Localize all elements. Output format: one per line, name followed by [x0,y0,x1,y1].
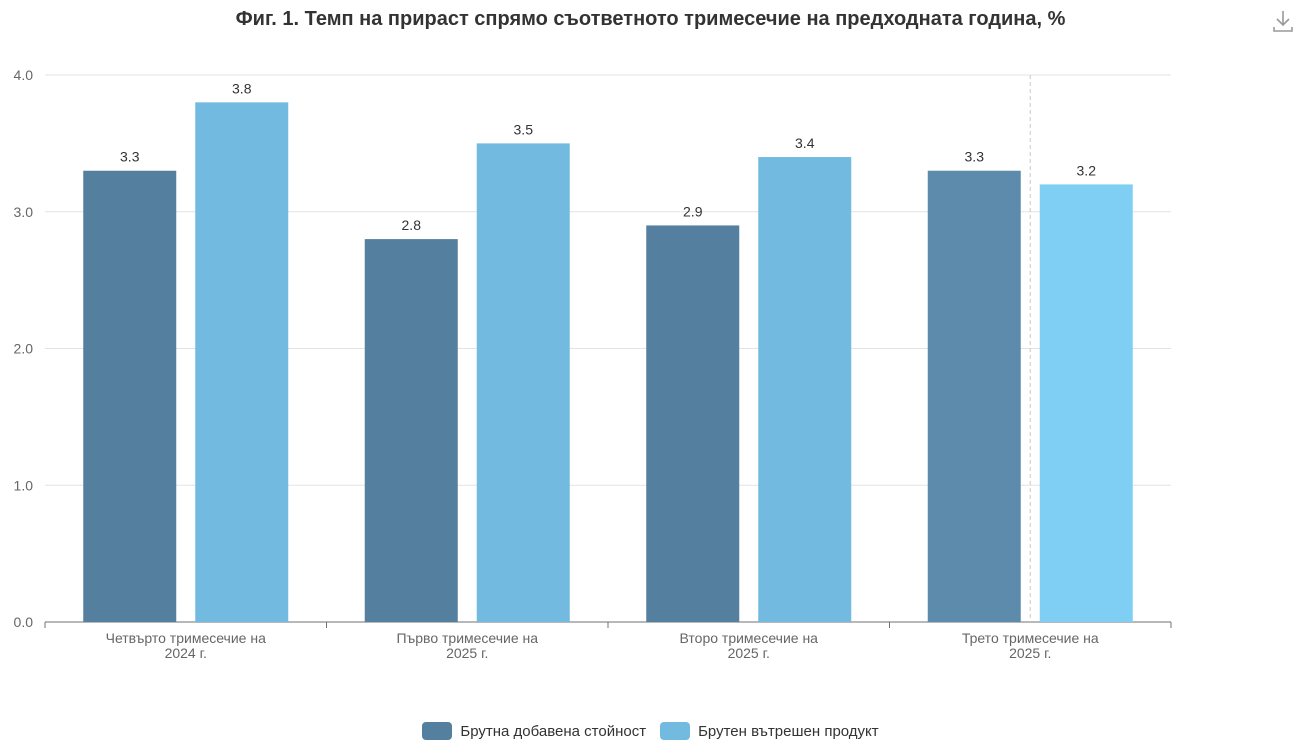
x-tick-label: 2025 г. [1009,645,1051,661]
download-button[interactable] [1270,8,1296,34]
bar-value-label: 3.5 [514,121,534,137]
bar-chart: 0.0 1.0 2.0 3.0 4.0 3.3 3.8 Четвърто тримесечие… [14,67,1172,661]
x-tick-label: 2025 г. [728,645,770,661]
x-tick-label: 2025 г. [446,645,488,661]
legend-label: Брутна добавена стойност [460,722,647,740]
bar[interactable] [195,102,289,623]
bar-value-label: 2.8 [402,217,422,233]
x-tick-label: Четвърто тримесечие на [106,630,266,646]
x-tick-label: Трето тримесечие на [962,630,1099,646]
y-tick-label: 3.0 [14,204,34,220]
bar-value-label: 3.3 [120,149,140,165]
legend: Брутна добавена стойност Брутен вътрешен … [0,722,1301,740]
bar[interactable] [1039,184,1133,622]
bar[interactable] [927,170,1021,622]
download-icon [1273,11,1293,32]
legend-item[interactable]: Брутен вътрешен продукт [660,722,879,740]
x-tick-label: Второ тримесечие на [680,630,819,646]
legend-item[interactable]: Брутна добавена стойност [422,722,646,740]
bar-value-label: 3.3 [965,149,985,165]
x-tick-label: 2024 г. [165,645,207,661]
y-tick-label: 1.0 [14,477,34,493]
bar-value-label: 3.8 [232,80,252,96]
bar[interactable] [364,239,458,622]
legend-swatch [422,722,453,740]
y-tick-label: 2.0 [14,341,34,357]
bar[interactable] [758,157,852,623]
y-tick-label: 4.0 [14,67,34,83]
bar-value-label: 3.2 [1077,162,1097,178]
x-tick-label: Първо тримесечие на [396,630,538,646]
bar-value-label: 2.9 [683,203,703,219]
bar[interactable] [476,143,570,622]
bar[interactable] [83,170,177,622]
chart-title: Фиг. 1. Темп на прираст спрямо съответно… [235,8,1066,30]
legend-label: Брутен вътрешен продукт [698,722,879,740]
bar[interactable] [646,225,740,623]
y-tick-label: 0.0 [14,614,34,630]
legend-swatch [660,722,691,740]
bar-value-label: 3.4 [795,135,815,151]
